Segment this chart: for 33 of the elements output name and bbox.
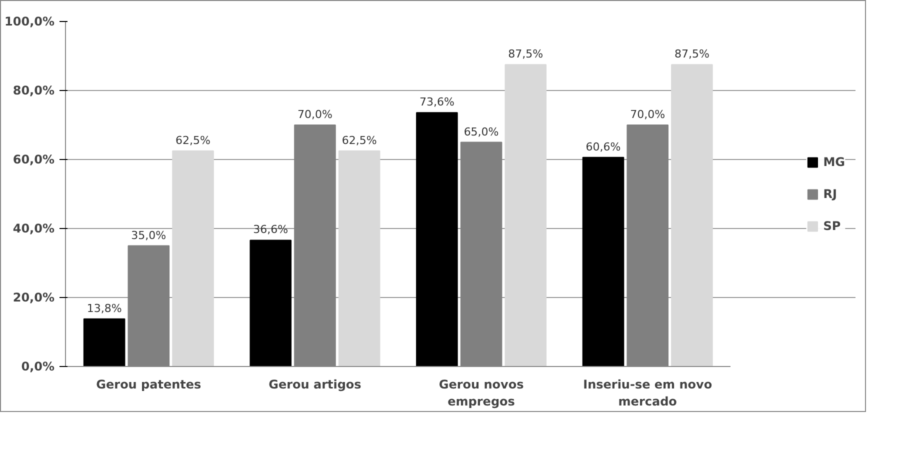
data-label: 87,5% xyxy=(508,48,544,61)
bar xyxy=(671,64,713,366)
data-label: 73,6% xyxy=(419,96,454,109)
data-label: 13,8% xyxy=(86,302,122,315)
x-tick-label: Gerou artigos xyxy=(268,378,362,392)
bar xyxy=(83,318,126,366)
bar xyxy=(582,156,624,366)
data-label: 36,6% xyxy=(253,223,288,236)
bar xyxy=(172,150,214,366)
bar xyxy=(338,150,380,366)
data-label: 70,0% xyxy=(630,108,666,121)
data-label: 70,0% xyxy=(298,108,332,121)
legend-label: RJ xyxy=(823,186,838,200)
data-label: 35,0% xyxy=(131,228,166,242)
bar xyxy=(416,112,458,366)
y-tick-label: 60,0% xyxy=(12,152,55,166)
data-label: 87,5% xyxy=(674,48,710,61)
y-tick-label: 20,0% xyxy=(12,290,55,304)
bar xyxy=(250,240,292,366)
x-tick-label: Gerou novos empregos xyxy=(438,378,524,408)
data-label: 62,5% xyxy=(342,134,377,147)
data-label: 65,0% xyxy=(464,125,499,138)
y-tick-label: 40,0% xyxy=(12,222,55,236)
y-tick-label: 100,0% xyxy=(4,14,55,28)
y-tick-label: 0,0% xyxy=(21,360,54,374)
data-label: 60,6% xyxy=(586,140,621,154)
legend-label: MG xyxy=(823,154,845,168)
y-tick-label: 80,0% xyxy=(12,84,55,98)
legend-label: SP xyxy=(823,218,842,232)
bar xyxy=(504,64,547,366)
data-label: 62,5% xyxy=(176,134,210,147)
x-tick-label: Inseriu-se em novo mercado xyxy=(583,378,712,408)
x-tick-label: Gerou patentes xyxy=(96,378,202,392)
